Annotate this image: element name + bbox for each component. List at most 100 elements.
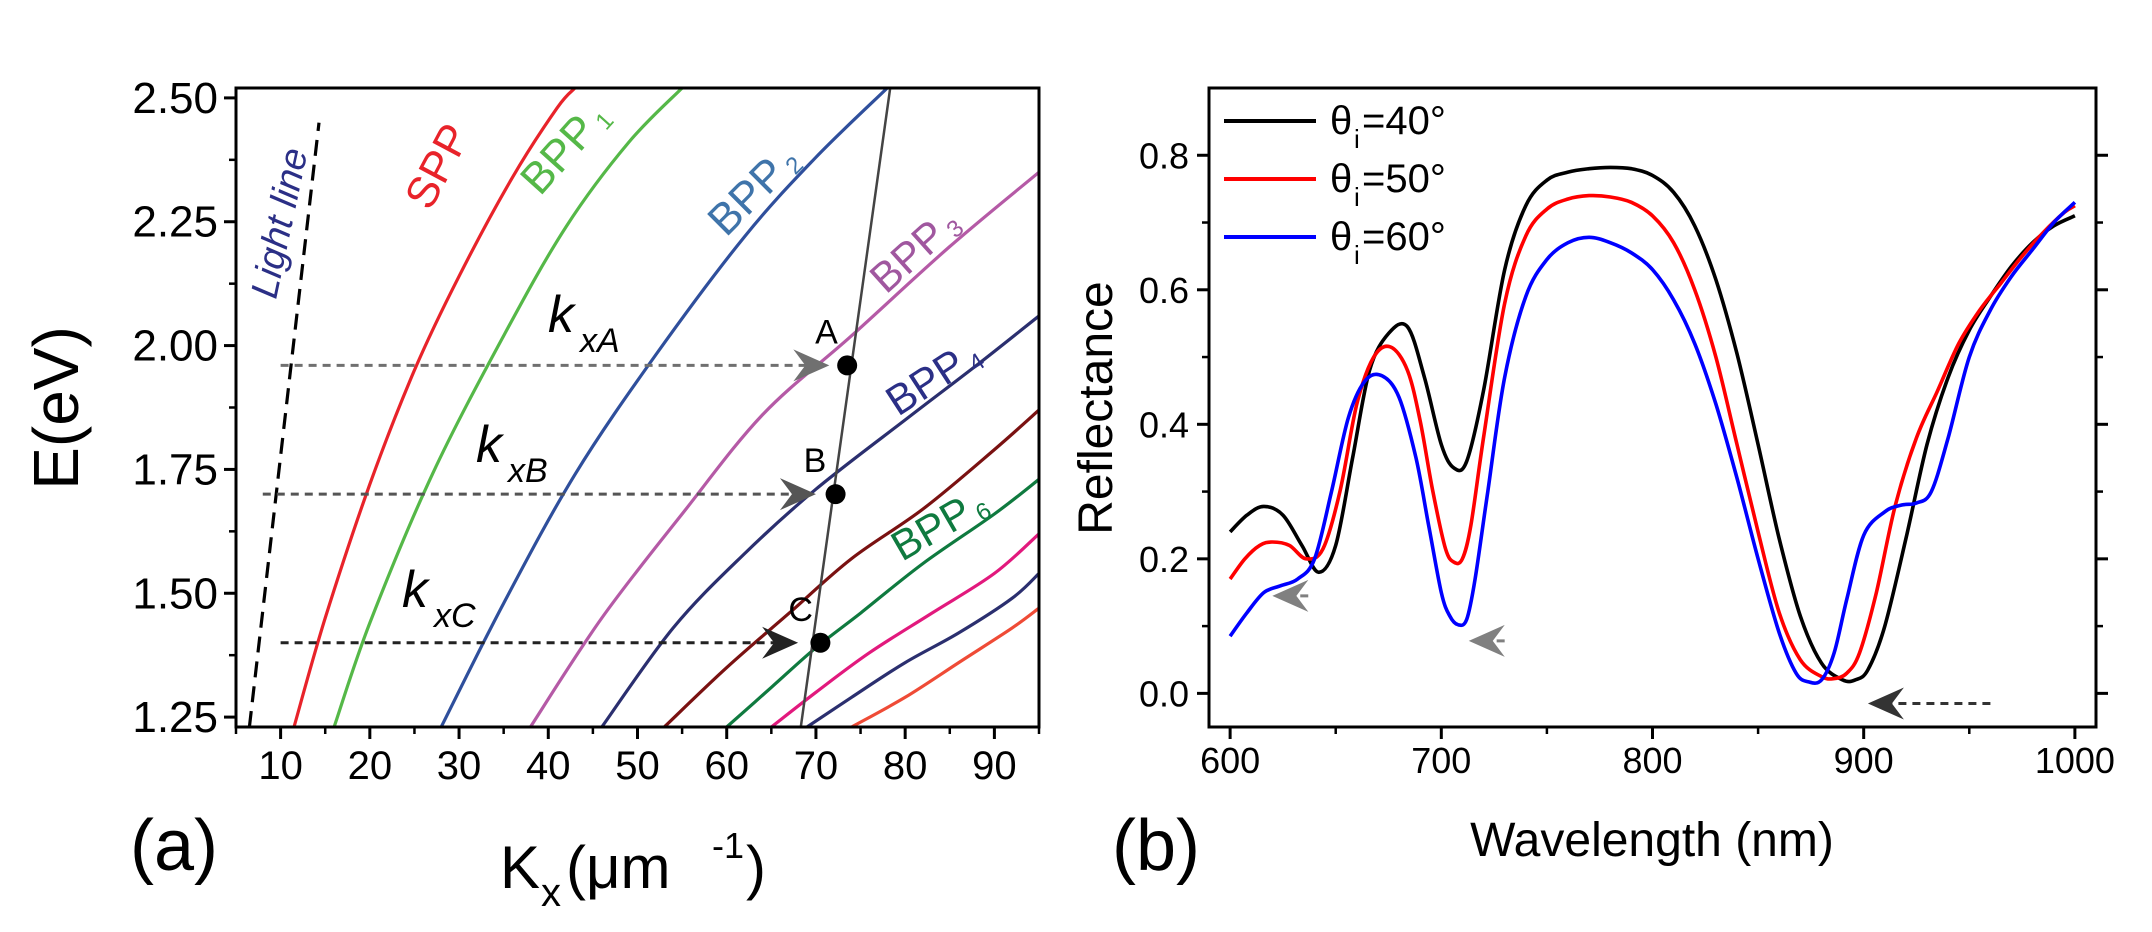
panel-a-points: A B C bbox=[788, 313, 858, 653]
arrow-head-1 bbox=[793, 349, 830, 382]
point-label-b: B bbox=[804, 442, 827, 480]
x-tick-label-a: 10 bbox=[258, 744, 303, 788]
panel-a-x-title-sup: -1 bbox=[712, 825, 744, 866]
arrow-head-b-2 bbox=[1468, 624, 1505, 657]
bpp1-label: BPP 1 bbox=[511, 105, 619, 203]
panel-b-y-title: Reflectance bbox=[1070, 281, 1123, 534]
y-tick-label-b: 0.0 bbox=[1139, 673, 1189, 714]
panel-b-x-title: Wavelength (nm) bbox=[1470, 814, 1834, 867]
light-line-label: Light line bbox=[244, 144, 317, 302]
series-line-bpp6 bbox=[725, 478, 1039, 727]
series-line-oblique-line bbox=[799, 88, 892, 727]
arrow-head-b-1 bbox=[1272, 579, 1309, 612]
panel-a-y-title: E(eV) bbox=[20, 326, 92, 490]
panel-b-ticks: 600 700 800 900 1000 0.0 0.2 0.4 0.6 0.8 bbox=[1139, 135, 2115, 781]
y-tick-label-a: 1.75 bbox=[132, 445, 218, 494]
legend-theta-60: θ bbox=[1330, 215, 1352, 259]
y-tick-label-a: 2.50 bbox=[132, 74, 218, 123]
legend-value-50: =50° bbox=[1362, 157, 1446, 201]
kxa-k: k bbox=[548, 286, 577, 344]
arrow-head-2 bbox=[779, 478, 816, 511]
bpp3-label: BPP 3 bbox=[861, 211, 970, 302]
series-line-bpp9 bbox=[850, 606, 1039, 727]
x-tick-label-b: 700 bbox=[1411, 740, 1471, 781]
kxc-sub: xC bbox=[432, 597, 476, 635]
y-tick-label-a: 1.25 bbox=[132, 693, 218, 742]
legend-theta-50: θ bbox=[1330, 157, 1352, 201]
x-tick-label-a: 60 bbox=[704, 744, 749, 788]
legend-sub-50: i bbox=[1354, 182, 1360, 212]
bpp2-label-text: BPP bbox=[698, 148, 795, 245]
x-tick-label-b: 1000 bbox=[2035, 740, 2115, 781]
bpp4-label-text: BPP bbox=[877, 339, 973, 424]
legend-entry-60: θ i =60° bbox=[1224, 215, 1446, 270]
panel-b-arrows bbox=[1272, 579, 1991, 720]
panel-a-label: (a) bbox=[130, 806, 218, 886]
series-line-light-line bbox=[247, 122, 321, 727]
x-tick-label-b: 800 bbox=[1622, 740, 1682, 781]
spp-label: SPP bbox=[396, 116, 481, 217]
x-tick-label-a: 50 bbox=[615, 744, 660, 788]
panel-a-x-title-unit: (μm bbox=[566, 834, 671, 901]
series-line-bpp5 bbox=[663, 408, 1039, 727]
kxb-label: k xB bbox=[476, 416, 548, 490]
kxc-label: k xC bbox=[402, 561, 476, 635]
panel-a-x-title: K x (μm -1 ) bbox=[500, 825, 766, 915]
panel-a: A B C 10 20 30 40 50 60 70 80 90 1.25 1.50 1.75 2.00 2.… bbox=[20, 74, 1041, 915]
series-line-bpp8 bbox=[806, 572, 1039, 727]
panel-b-curves bbox=[1228, 165, 2077, 685]
y-tick-label-b: 0.8 bbox=[1139, 135, 1189, 176]
panel-a-x-title-close: ) bbox=[746, 834, 766, 901]
legend-sub-40: i bbox=[1354, 124, 1360, 154]
y-tick-label-b: 0.4 bbox=[1139, 404, 1189, 445]
legend: θ i =40° θ i =50° θ i =60° bbox=[1224, 99, 1446, 270]
legend-theta-40: θ bbox=[1330, 99, 1352, 143]
panel-a-x-title-k: K bbox=[500, 834, 540, 901]
series-line-50-deg bbox=[1228, 193, 2076, 681]
x-tick-label-a: 20 bbox=[348, 744, 393, 788]
panel-a-x-title-sub: x bbox=[541, 871, 561, 915]
kxb-sub: xB bbox=[506, 452, 548, 490]
y-tick-label-b: 0.2 bbox=[1139, 539, 1189, 580]
series-line-bpp1 bbox=[332, 88, 684, 727]
x-tick-label-b: 600 bbox=[1200, 740, 1260, 781]
panel-b: 600 700 800 900 1000 0.0 0.2 0.4 0.6 0.8 θ i =40°… bbox=[1070, 86, 2115, 886]
point-a bbox=[837, 355, 858, 376]
legend-entry-40: θ i =40° bbox=[1224, 99, 1446, 154]
x-tick-label-a: 30 bbox=[437, 744, 482, 788]
series-line-bpp7 bbox=[770, 532, 1039, 727]
panel-a-arrows bbox=[262, 349, 830, 659]
point-label-c: C bbox=[788, 591, 813, 629]
y-tick-label-a: 1.50 bbox=[132, 569, 218, 618]
kxa-sub: xA bbox=[578, 322, 620, 360]
arrow-head-b-3 bbox=[1867, 687, 1904, 720]
legend-sub-60: i bbox=[1354, 240, 1360, 270]
series-line-bpp3 bbox=[529, 170, 1039, 727]
panel-b-label: (b) bbox=[1112, 806, 1200, 886]
bpp4-label: BPP 4 bbox=[877, 339, 990, 424]
x-tick-label-a: 40 bbox=[526, 744, 571, 788]
bpp3-label-text: BPP bbox=[861, 211, 955, 302]
arrow-head-3 bbox=[762, 626, 799, 659]
series-line-spp bbox=[292, 88, 577, 727]
series-line-40-deg bbox=[1228, 165, 2076, 684]
legend-value-60: =60° bbox=[1362, 215, 1446, 259]
legend-value-40: =40° bbox=[1362, 99, 1446, 143]
point-c bbox=[810, 632, 831, 653]
x-tick-label-a: 70 bbox=[794, 744, 839, 788]
series-line-bpp2 bbox=[439, 88, 889, 727]
point-b bbox=[825, 484, 846, 505]
y-tick-label-a: 2.00 bbox=[132, 322, 218, 371]
kxc-k: k bbox=[402, 561, 431, 619]
y-tick-label-b: 0.6 bbox=[1139, 270, 1189, 311]
x-tick-label-b: 900 bbox=[1834, 740, 1894, 781]
y-tick-label-a: 2.25 bbox=[132, 198, 218, 247]
legend-entry-50: θ i =50° bbox=[1224, 157, 1446, 212]
bpp2-label: BPP 2 bbox=[698, 148, 809, 245]
kxb-k: k bbox=[476, 416, 505, 474]
point-label-a: A bbox=[815, 313, 838, 351]
kxa-label: k xA bbox=[548, 286, 620, 360]
panel-a-ticks: 10 20 30 40 50 60 70 80 90 1.25 1.50 1.75 2.00 2.25 2.… bbox=[132, 74, 1041, 788]
series-line-60-deg bbox=[1228, 200, 2077, 685]
